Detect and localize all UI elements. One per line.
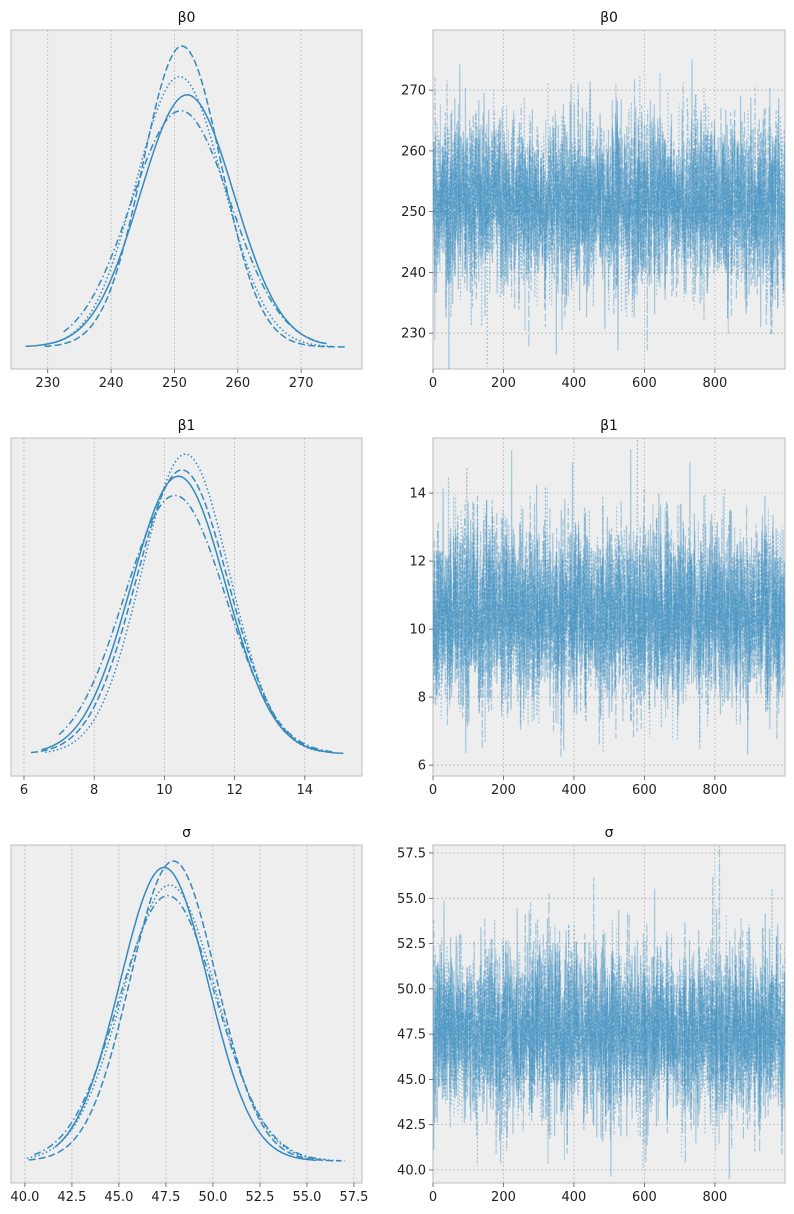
kde-line-chain-3 xyxy=(34,894,326,1161)
kde-line-chain-2 xyxy=(44,75,333,348)
x-tick-label: 400 xyxy=(562,376,587,391)
x-tick-label: 50.0 xyxy=(198,1190,227,1205)
kde-panel-2: β1 6 8 10 12 14 xyxy=(10,418,363,798)
panel-title: β0 xyxy=(600,10,618,26)
x-tick-label: 57.5 xyxy=(339,1190,368,1205)
y-tick-label: 40.0 xyxy=(397,1163,426,1178)
x-tick-label: 10 xyxy=(156,783,173,798)
x-tick-label: 0 xyxy=(429,783,437,798)
kde-panel-0: β0 230 240 250 260 270 xyxy=(10,10,363,391)
x-tick-label: 800 xyxy=(702,1190,727,1205)
x-tick-label: 400 xyxy=(562,1190,587,1205)
trace-line-chain-1 xyxy=(433,462,785,758)
x-tick-label: 230 xyxy=(35,376,60,391)
plot-area xyxy=(432,437,786,777)
y-tick-label: 240 xyxy=(401,266,426,281)
kde-line-chain-1 xyxy=(28,860,341,1162)
y-tick-label: 230 xyxy=(401,327,426,342)
plot-area xyxy=(432,844,786,1184)
trace-line-chain-0 xyxy=(433,900,785,1180)
plot-area xyxy=(432,29,786,370)
trace-line-chain-3 xyxy=(433,846,785,1164)
x-tick-label: 600 xyxy=(632,1190,657,1205)
kde-line-chain-3 xyxy=(58,494,333,753)
y-tick-label: 45.0 xyxy=(397,1073,426,1088)
plot-area xyxy=(10,437,363,777)
plot-area xyxy=(10,29,363,370)
panel-title: β0 xyxy=(178,10,196,26)
kde-line-chain-2 xyxy=(26,884,345,1162)
y-tick-label: 270 xyxy=(401,84,426,99)
x-tick-label: 42.5 xyxy=(57,1190,86,1205)
plot-area xyxy=(10,844,363,1184)
x-tick-label: 200 xyxy=(491,783,516,798)
y-tick-label: 52.5 xyxy=(397,937,426,952)
panel-title: σ xyxy=(605,825,614,841)
y-tick-label: 55.0 xyxy=(397,892,426,907)
trace-line-chain-3 xyxy=(433,495,785,749)
x-tick-label: 40.0 xyxy=(10,1190,39,1205)
trace-line-chain-3 xyxy=(433,77,785,351)
y-tick-label: 10 xyxy=(409,623,426,638)
trace-panel-3: β1 0 200 400 600 800 6 8 10 12 14 xyxy=(409,418,786,798)
kde-line-chain-0 xyxy=(25,94,324,348)
x-tick-label: 240 xyxy=(99,376,124,391)
y-tick-label: 47.5 xyxy=(397,1028,426,1043)
trace-panel-1: β0 0 200 400 600 800 230 240 250 260 270 xyxy=(401,10,786,391)
y-tick-label: 42.5 xyxy=(397,1118,426,1133)
kde-panel-4: σ 40.0 42.5 45.0 47.5 50.0 52.5 55.0 57.5 xyxy=(10,825,368,1205)
x-tick-label: 400 xyxy=(562,783,587,798)
x-tick-label: 250 xyxy=(162,376,187,391)
panel-title: β1 xyxy=(178,418,196,434)
trace-line-chain-1 xyxy=(433,64,785,369)
trace-line-chain-2 xyxy=(433,72,785,368)
x-tick-label: 200 xyxy=(491,1190,516,1205)
x-tick-label: 12 xyxy=(226,783,243,798)
y-tick-label: 12 xyxy=(409,555,426,570)
x-tick-label: 0 xyxy=(429,376,437,391)
trace-line-chain-2 xyxy=(433,438,785,753)
panel-title: β1 xyxy=(600,418,618,434)
kde-line-chain-2 xyxy=(44,453,323,753)
trace-panel-5: σ 0 200 400 600 800 40.0 42.5 45.0 47.5 50.0 52.5 55… xyxy=(397,825,786,1205)
x-tick-label: 270 xyxy=(289,376,314,391)
x-tick-label: 6 xyxy=(20,783,28,798)
trace-line-chain-0 xyxy=(433,59,785,355)
x-tick-label: 52.5 xyxy=(245,1190,274,1205)
x-tick-label: 47.5 xyxy=(151,1190,180,1205)
trace-line-chain-1 xyxy=(433,876,785,1164)
y-tick-label: 6 xyxy=(418,759,426,774)
x-tick-label: 14 xyxy=(297,783,314,798)
x-tick-label: 0 xyxy=(429,1190,437,1205)
x-tick-label: 45.0 xyxy=(104,1190,133,1205)
y-tick-label: 14 xyxy=(409,487,426,502)
panel-title: σ xyxy=(182,825,191,841)
y-tick-label: 250 xyxy=(401,205,426,220)
x-tick-label: 800 xyxy=(702,783,727,798)
y-tick-label: 50.0 xyxy=(397,982,426,997)
y-tick-label: 260 xyxy=(401,144,426,159)
trace-line-chain-2 xyxy=(433,888,785,1169)
x-tick-label: 260 xyxy=(225,376,250,391)
kde-line-chain-1 xyxy=(44,45,346,348)
kde-line-chain-3 xyxy=(63,110,327,345)
x-tick-label: 8 xyxy=(90,783,98,798)
y-tick-label: 57.5 xyxy=(397,846,426,861)
kde-line-chain-0 xyxy=(41,475,344,755)
y-tick-label: 8 xyxy=(418,691,426,706)
x-tick-label: 800 xyxy=(702,376,727,391)
x-tick-label: 600 xyxy=(632,783,657,798)
x-tick-label: 55.0 xyxy=(292,1190,321,1205)
trace-line-chain-0 xyxy=(433,449,785,755)
x-tick-label: 600 xyxy=(632,376,657,391)
x-tick-label: 200 xyxy=(491,376,516,391)
